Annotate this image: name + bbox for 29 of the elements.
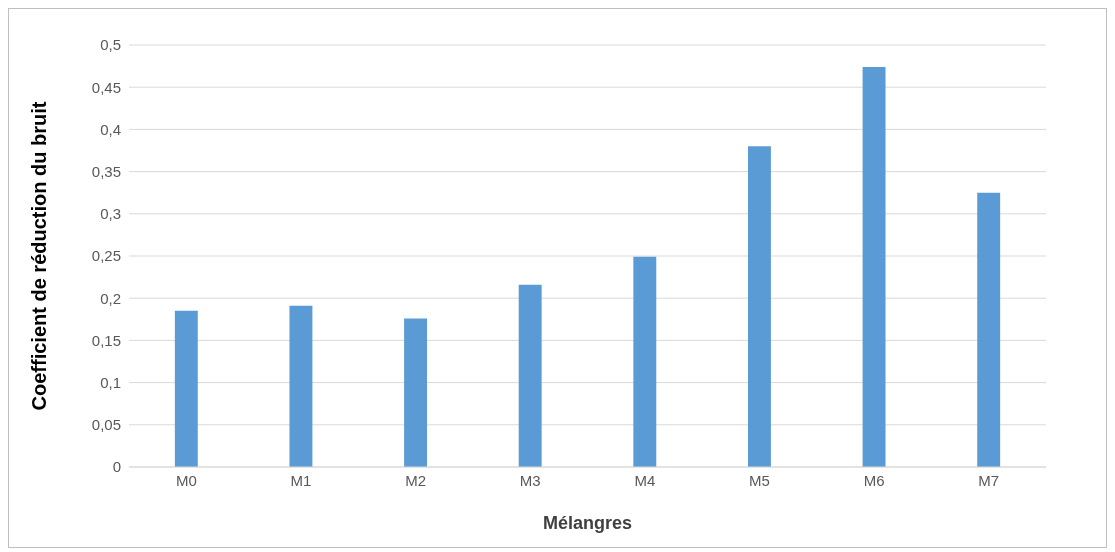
x-tick-label: M3: [519, 471, 541, 489]
bar: [174, 310, 198, 467]
bar: [747, 146, 771, 467]
x-tick-label: M0: [175, 471, 197, 489]
x-tick-label: M2: [405, 471, 426, 489]
y-tick-label: 0,25: [91, 247, 121, 265]
y-tick-label: 0,45: [91, 78, 121, 96]
x-tick-label: M6: [863, 471, 885, 489]
y-tick-label: 0,5: [100, 36, 121, 54]
y-tick-label: 0,3: [100, 205, 121, 223]
x-tick-label: M5: [749, 471, 770, 489]
y-tick-label: 0,05: [91, 416, 121, 434]
bar: [633, 256, 657, 467]
x-tick-label: M4: [634, 471, 656, 489]
x-tick-label: M7: [978, 471, 1000, 489]
bar: [518, 284, 542, 467]
bar: [289, 305, 313, 467]
y-tick-label: 0: [112, 458, 121, 476]
y-tick-label: 0,35: [91, 162, 121, 180]
y-tick-label: 0,15: [91, 331, 121, 349]
bar: [862, 66, 886, 467]
bar: [977, 192, 1001, 467]
x-tick-label: M1: [290, 471, 312, 489]
y-tick-label: 0,2: [100, 289, 121, 307]
y-tick-label: 0,1: [100, 373, 121, 391]
bar: [404, 318, 428, 467]
y-axis-title: Coefficient de réduction du bruit: [28, 101, 51, 411]
x-axis-title: Mélangres: [542, 513, 633, 533]
y-tick-label: 0,4: [100, 120, 121, 138]
